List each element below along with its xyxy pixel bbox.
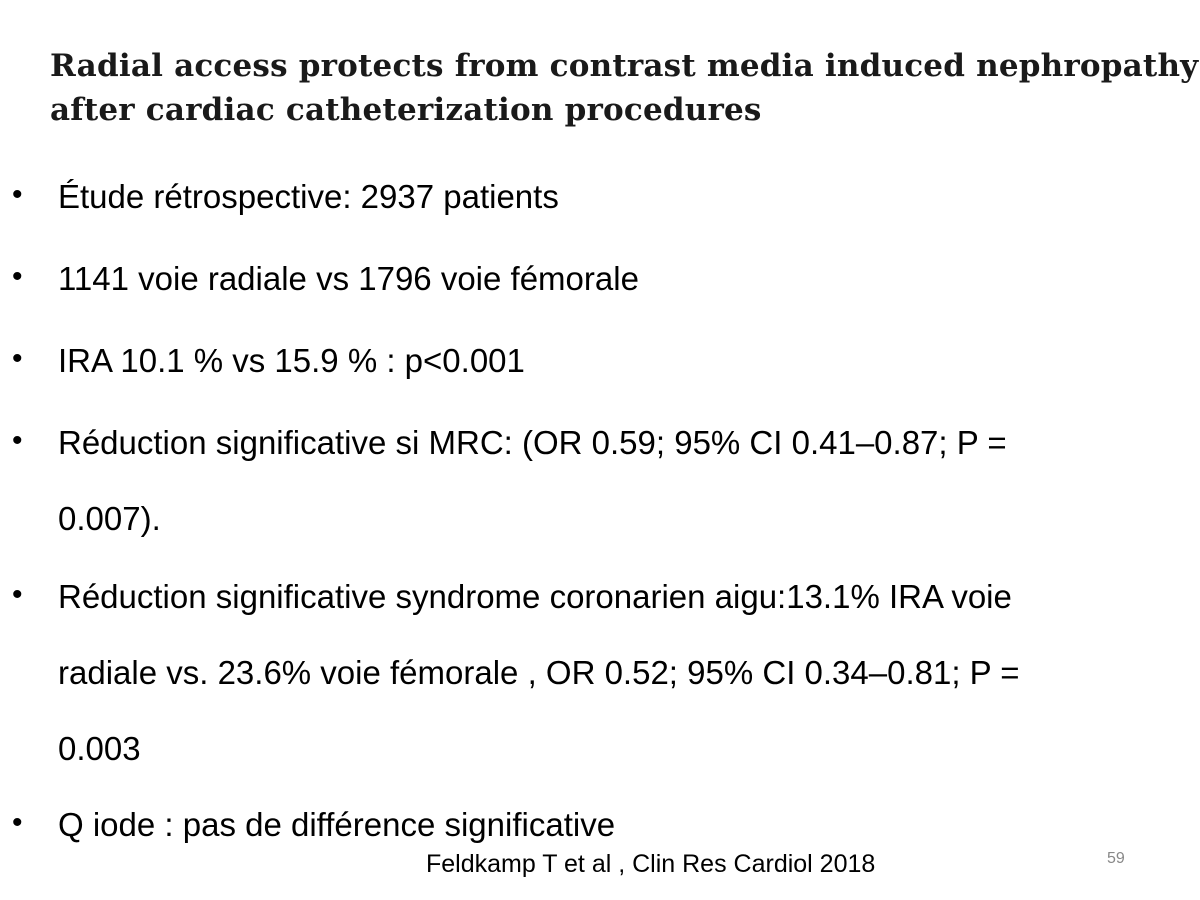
bullet-line: Réduction significative si MRC: (OR 0.59…	[58, 424, 1007, 461]
citation: Feldkamp T et al , Clin Res Cardiol 2018	[426, 850, 876, 878]
slide-title: Radial access protects from contrast med…	[50, 44, 1199, 132]
bullet-line: Q iode : pas de différence significative	[58, 806, 616, 843]
bullet-line: IRA 10.1 % vs 15.9 % : p<0.001	[58, 342, 525, 379]
bullet-line: Réduction significative syndrome coronar…	[58, 578, 1012, 615]
bullet-text: Q iode : pas de différence significative	[58, 787, 1148, 863]
page-number: 59	[1107, 850, 1125, 867]
bullet-dot: •	[12, 178, 23, 211]
bullet-text: IRA 10.1 % vs 15.9 % : p<0.001	[58, 323, 1148, 399]
bullet-text: Étude rétrospective: 2937 patients	[58, 159, 1148, 235]
bullet-dot: •	[12, 806, 23, 839]
bullet-dot: •	[12, 578, 23, 611]
bullet-line: 0.003	[58, 730, 141, 767]
bullet-dot: •	[12, 424, 23, 457]
bullet-dot: •	[12, 342, 23, 375]
bullet-line: 1141 voie radiale vs 1796 voie fémorale	[58, 260, 639, 297]
slide-title-line-1: Radial access protects from contrast med…	[50, 48, 1199, 84]
slide-title-line-2: after cardiac catheterization procedures	[50, 92, 762, 128]
bullet-text: Réduction significative si MRC: (OR 0.59…	[58, 405, 1148, 557]
bullet-text: Réduction significative syndrome coronar…	[58, 559, 1148, 787]
bullet-dot: •	[12, 260, 23, 293]
bullet-line: radiale vs. 23.6% voie fémorale , OR 0.5…	[58, 654, 1020, 691]
bullet-line: Étude rétrospective: 2937 patients	[58, 178, 559, 215]
bullet-line: 0.007).	[58, 500, 161, 537]
bullet-text: 1141 voie radiale vs 1796 voie fémorale	[58, 241, 1148, 317]
